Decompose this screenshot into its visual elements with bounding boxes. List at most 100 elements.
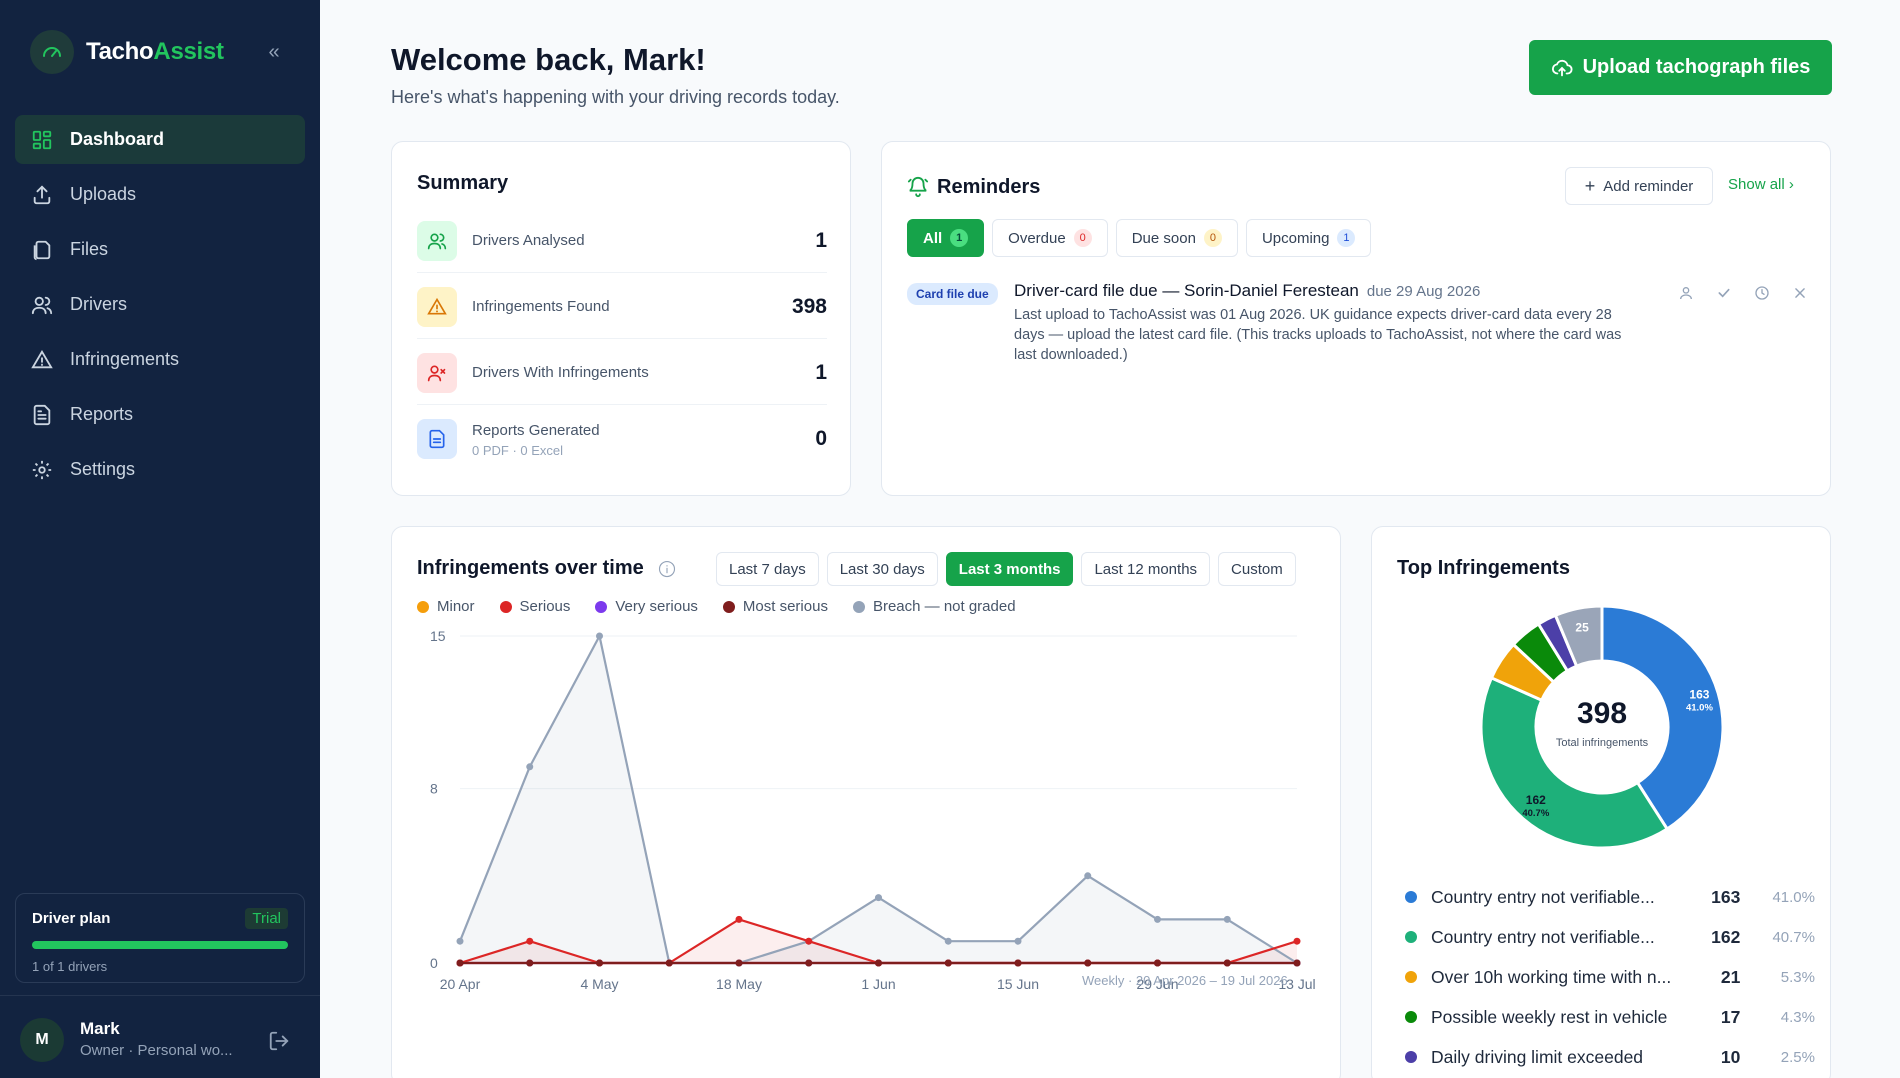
data-point[interactable] bbox=[456, 959, 464, 967]
legend-swatch bbox=[499, 600, 512, 613]
legend-swatch bbox=[852, 600, 865, 613]
warning-icon bbox=[417, 287, 457, 327]
donut-slice[interactable] bbox=[1479, 675, 1670, 850]
add-reminder-button[interactable]: + Add reminder bbox=[1565, 167, 1713, 205]
infringement-pct: 2.5% bbox=[1780, 1048, 1815, 1066]
data-point[interactable] bbox=[944, 959, 952, 967]
x-tick-label: 15 Jun bbox=[997, 976, 1039, 992]
donut-slice[interactable] bbox=[1600, 604, 1725, 832]
legend-item[interactable]: Very serious bbox=[595, 598, 698, 615]
range-custom[interactable]: Custom bbox=[1218, 552, 1296, 586]
sidebar-item-label: Uploads bbox=[70, 184, 137, 204]
data-point[interactable] bbox=[456, 937, 464, 945]
reminder-body: Last upload to TachoAssist was 01 Aug 20… bbox=[1014, 307, 1622, 363]
dismiss-close-icon[interactable] bbox=[1781, 281, 1819, 305]
infringement-count: 162 bbox=[1711, 926, 1741, 947]
infringement-name: Daily driving limit exceeded bbox=[1431, 1046, 1644, 1067]
plan-usage-bar bbox=[32, 941, 288, 949]
donut-slice[interactable] bbox=[1553, 604, 1604, 669]
sidebar-item-files[interactable]: Files bbox=[15, 225, 305, 274]
data-point[interactable] bbox=[1014, 959, 1022, 967]
sidebar-item-dashboard[interactable]: Dashboard bbox=[15, 115, 305, 164]
brand[interactable]: TachoAssist bbox=[30, 30, 224, 74]
summary-row-infringements-found: Infringements Found 398 bbox=[417, 273, 827, 339]
range-last-12-months[interactable]: Last 12 months bbox=[1081, 552, 1211, 586]
chart-footnote: Weekly · 20 Apr 2026 – 19 Jul 2026 bbox=[1082, 973, 1288, 988]
data-point[interactable] bbox=[596, 959, 603, 967]
data-point[interactable] bbox=[665, 959, 673, 967]
sidebar-item-drivers[interactable]: Drivers bbox=[15, 280, 305, 329]
assign-user-icon[interactable] bbox=[1667, 281, 1705, 305]
top-infringement-row[interactable]: Daily driving limit exceeded 10 2.5% bbox=[1405, 1037, 1815, 1077]
files-icon bbox=[30, 238, 54, 262]
data-point[interactable] bbox=[805, 937, 813, 945]
slice-value-label: 162 bbox=[1526, 793, 1546, 807]
show-all-link[interactable]: Show all › bbox=[1728, 176, 1794, 193]
data-point[interactable] bbox=[1154, 959, 1161, 967]
data-point[interactable] bbox=[735, 915, 743, 923]
legend-item[interactable]: Minor bbox=[417, 598, 475, 615]
data-point[interactable] bbox=[526, 959, 534, 967]
top-infringement-row[interactable]: Country entry not verifiable... 162 40.7% bbox=[1405, 917, 1815, 957]
snooze-clock-icon[interactable] bbox=[1743, 281, 1781, 305]
user-role: Owner · Personal wo... bbox=[80, 1042, 233, 1059]
filter-count: 1 bbox=[1337, 229, 1356, 247]
data-point[interactable] bbox=[875, 894, 882, 902]
upload-files-button[interactable]: Upload tachograph files bbox=[1529, 40, 1832, 95]
data-point[interactable] bbox=[1014, 937, 1022, 945]
legend-item[interactable]: Most serious bbox=[722, 598, 828, 615]
infringement-count: 163 bbox=[1711, 886, 1741, 907]
sidebar-item-infringements[interactable]: Infringements bbox=[15, 335, 305, 384]
summary-row-drivers-with-infringements: Drivers With Infringements 1 bbox=[417, 339, 827, 405]
filter-due-soon[interactable]: Due soon 0 bbox=[1115, 219, 1238, 257]
data-point[interactable] bbox=[735, 959, 743, 967]
data-point[interactable] bbox=[875, 959, 882, 967]
range-last-7-days[interactable]: Last 7 days bbox=[716, 552, 819, 586]
user-profile[interactable]: M Mark Owner · Personal wo... bbox=[0, 995, 320, 1078]
infringement-pct: 5.3% bbox=[1780, 968, 1815, 986]
data-point[interactable] bbox=[596, 632, 603, 640]
collapse-sidebar-icon[interactable]: « bbox=[268, 41, 280, 63]
top-infringement-row[interactable]: Possible weekly rest in vehicle 17 4.3% bbox=[1405, 997, 1815, 1037]
top-infringements-title: Top Infringements bbox=[1397, 557, 1570, 579]
top-infringement-row[interactable]: Country entry not verifiable... 163 41.0% bbox=[1405, 877, 1815, 917]
data-point[interactable] bbox=[1084, 959, 1092, 967]
data-point[interactable] bbox=[1223, 959, 1231, 967]
data-point[interactable] bbox=[805, 959, 813, 967]
filter-all[interactable]: All 1 bbox=[907, 219, 985, 257]
legend-swatch bbox=[595, 600, 608, 613]
legend-item[interactable]: Serious bbox=[499, 598, 570, 615]
info-icon[interactable] bbox=[658, 560, 676, 583]
data-point[interactable] bbox=[526, 937, 534, 945]
data-point[interactable] bbox=[526, 763, 534, 771]
legend-swatch bbox=[1405, 1011, 1417, 1023]
top-infringement-row[interactable]: Over 10h working time with n... 21 5.3% bbox=[1405, 957, 1815, 997]
data-point[interactable] bbox=[1293, 959, 1301, 967]
summary-value: 1 bbox=[815, 361, 827, 384]
check-icon[interactable] bbox=[1705, 281, 1743, 305]
legend-item[interactable]: Breach — not graded bbox=[852, 598, 1016, 615]
filter-count: 1 bbox=[950, 229, 969, 247]
plan-card[interactable]: Driver plan Trial 1 of 1 drivers bbox=[15, 893, 305, 983]
filter-upcoming[interactable]: Upcoming 1 bbox=[1245, 219, 1372, 257]
logout-icon[interactable] bbox=[268, 1030, 290, 1057]
legend-swatch bbox=[417, 600, 429, 613]
range-last-30-days[interactable]: Last 30 days bbox=[826, 552, 938, 586]
sidebar-item-reports[interactable]: Reports bbox=[15, 390, 305, 439]
data-point[interactable] bbox=[1084, 872, 1092, 880]
reminder-due: due 29 Aug 2026 bbox=[1366, 283, 1481, 300]
data-point[interactable] bbox=[1154, 915, 1161, 923]
slice-pct-label: 40.7% bbox=[1522, 808, 1549, 819]
infringement-count: 10 bbox=[1720, 1046, 1741, 1067]
x-tick-label: 18 May bbox=[716, 976, 762, 992]
data-point[interactable] bbox=[944, 937, 952, 945]
data-point[interactable] bbox=[1223, 915, 1231, 923]
sidebar-item-settings[interactable]: Settings bbox=[15, 445, 305, 494]
data-point[interactable] bbox=[1293, 937, 1301, 945]
sidebar: TachoAssist « Dashboard Uploads Files Dr bbox=[0, 0, 320, 1078]
legend-swatch bbox=[1405, 1051, 1417, 1063]
summary-card: Summary Drivers Analysed 1 Infringements… bbox=[391, 141, 851, 496]
filter-overdue[interactable]: Overdue 0 bbox=[992, 219, 1108, 257]
sidebar-item-uploads[interactable]: Uploads bbox=[15, 170, 305, 219]
range-last-3-months[interactable]: Last 3 months bbox=[945, 552, 1074, 586]
